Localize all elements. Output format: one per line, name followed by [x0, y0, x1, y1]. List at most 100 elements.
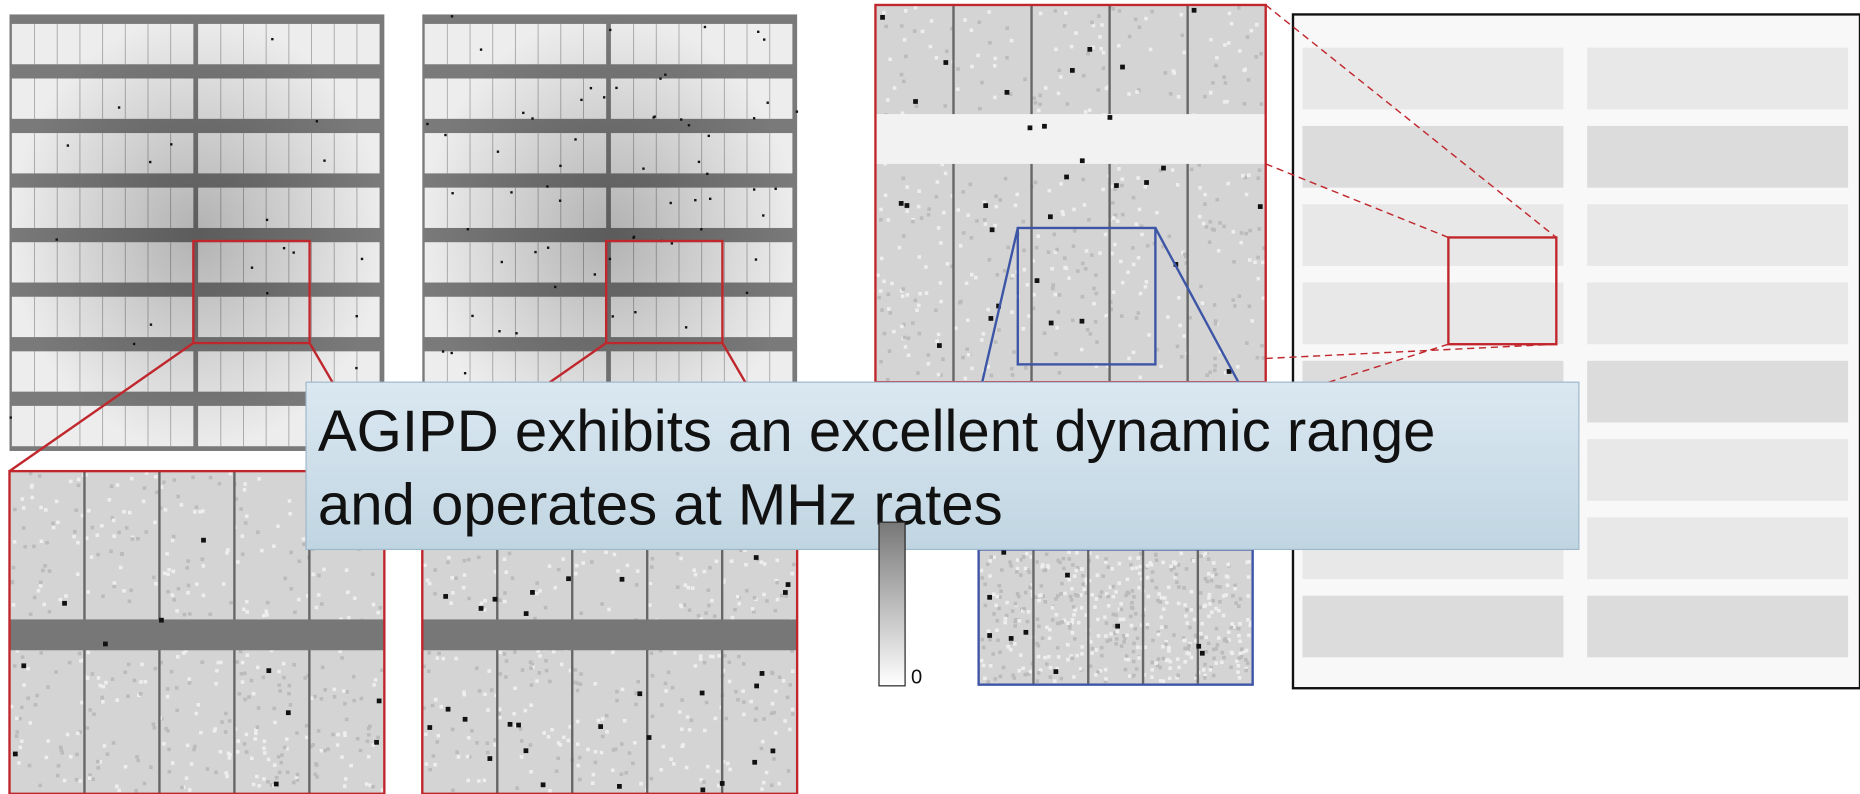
noise	[728, 680, 732, 684]
noise	[590, 560, 594, 564]
noise	[774, 731, 778, 735]
noise	[462, 586, 466, 590]
noise	[463, 559, 467, 563]
noise	[1173, 71, 1177, 75]
noise	[981, 638, 985, 642]
noise	[345, 718, 349, 722]
noise	[1159, 679, 1163, 683]
noise	[245, 750, 249, 754]
noise	[548, 564, 552, 568]
noise	[1037, 109, 1041, 113]
noise	[213, 729, 217, 733]
noise	[963, 18, 967, 22]
noise	[209, 476, 213, 480]
noise	[1025, 552, 1029, 556]
noise	[1122, 640, 1126, 644]
noise	[321, 666, 325, 670]
noise	[1177, 95, 1181, 99]
noise	[765, 599, 769, 603]
noise	[1014, 602, 1018, 606]
noise	[1132, 196, 1136, 200]
noise	[133, 679, 137, 683]
noise	[1168, 235, 1172, 239]
noise	[78, 779, 82, 783]
noise	[1120, 314, 1124, 318]
noise	[660, 703, 664, 707]
noise	[457, 755, 461, 759]
spot	[427, 725, 432, 730]
noise	[996, 638, 1000, 642]
noise	[1245, 560, 1249, 564]
noise	[1005, 614, 1009, 618]
noise	[917, 255, 921, 259]
spot	[355, 367, 357, 369]
noise	[433, 592, 437, 596]
noise	[266, 601, 270, 605]
noise	[882, 279, 886, 283]
noise	[574, 572, 578, 576]
noise	[1138, 208, 1142, 212]
noise	[1125, 654, 1129, 658]
noise	[679, 557, 683, 561]
spot	[271, 38, 273, 40]
noise	[1108, 638, 1112, 642]
noise	[1160, 615, 1164, 619]
noise	[1037, 599, 1041, 603]
noise	[544, 606, 548, 610]
noise	[1000, 568, 1004, 572]
noise	[239, 507, 243, 511]
noise	[238, 692, 242, 696]
noise	[887, 218, 891, 222]
noise	[1172, 560, 1176, 564]
noise	[140, 663, 144, 667]
noise	[545, 669, 549, 673]
noise	[1081, 574, 1085, 578]
noise	[914, 299, 918, 303]
noise	[1148, 561, 1152, 565]
noise	[1076, 269, 1080, 273]
noise	[1187, 652, 1191, 656]
noise	[344, 777, 348, 781]
noise	[1184, 614, 1188, 618]
noise	[15, 730, 19, 734]
noise	[220, 720, 224, 724]
noise	[905, 209, 909, 213]
noise	[56, 774, 60, 778]
noise	[1104, 677, 1108, 681]
noise	[944, 172, 948, 176]
noise	[942, 211, 946, 215]
noise	[770, 783, 774, 787]
noise	[1126, 271, 1130, 275]
spot	[905, 203, 910, 208]
noise	[691, 586, 695, 590]
noise	[1037, 655, 1041, 659]
noise	[1120, 608, 1124, 612]
noise	[1084, 267, 1088, 271]
noise	[1117, 167, 1121, 171]
noise	[288, 512, 292, 516]
spot	[524, 748, 529, 753]
noise	[1101, 188, 1105, 192]
noise	[996, 273, 1000, 277]
noise	[1096, 88, 1100, 92]
noise	[633, 741, 637, 745]
noise	[1022, 327, 1026, 331]
noise	[1203, 676, 1207, 680]
noise	[686, 715, 690, 719]
noise	[219, 750, 223, 754]
noise	[1017, 669, 1021, 673]
noise	[320, 602, 324, 606]
noise	[1212, 228, 1216, 232]
noise	[253, 737, 257, 741]
noise	[1076, 594, 1080, 598]
spot	[664, 74, 666, 76]
noise	[936, 180, 940, 184]
noise	[426, 578, 430, 582]
noise	[903, 38, 907, 42]
noise	[1057, 69, 1061, 73]
spot	[685, 326, 687, 328]
noise	[1199, 285, 1203, 289]
spot	[103, 642, 108, 647]
noise	[993, 96, 997, 100]
spot	[774, 188, 776, 190]
